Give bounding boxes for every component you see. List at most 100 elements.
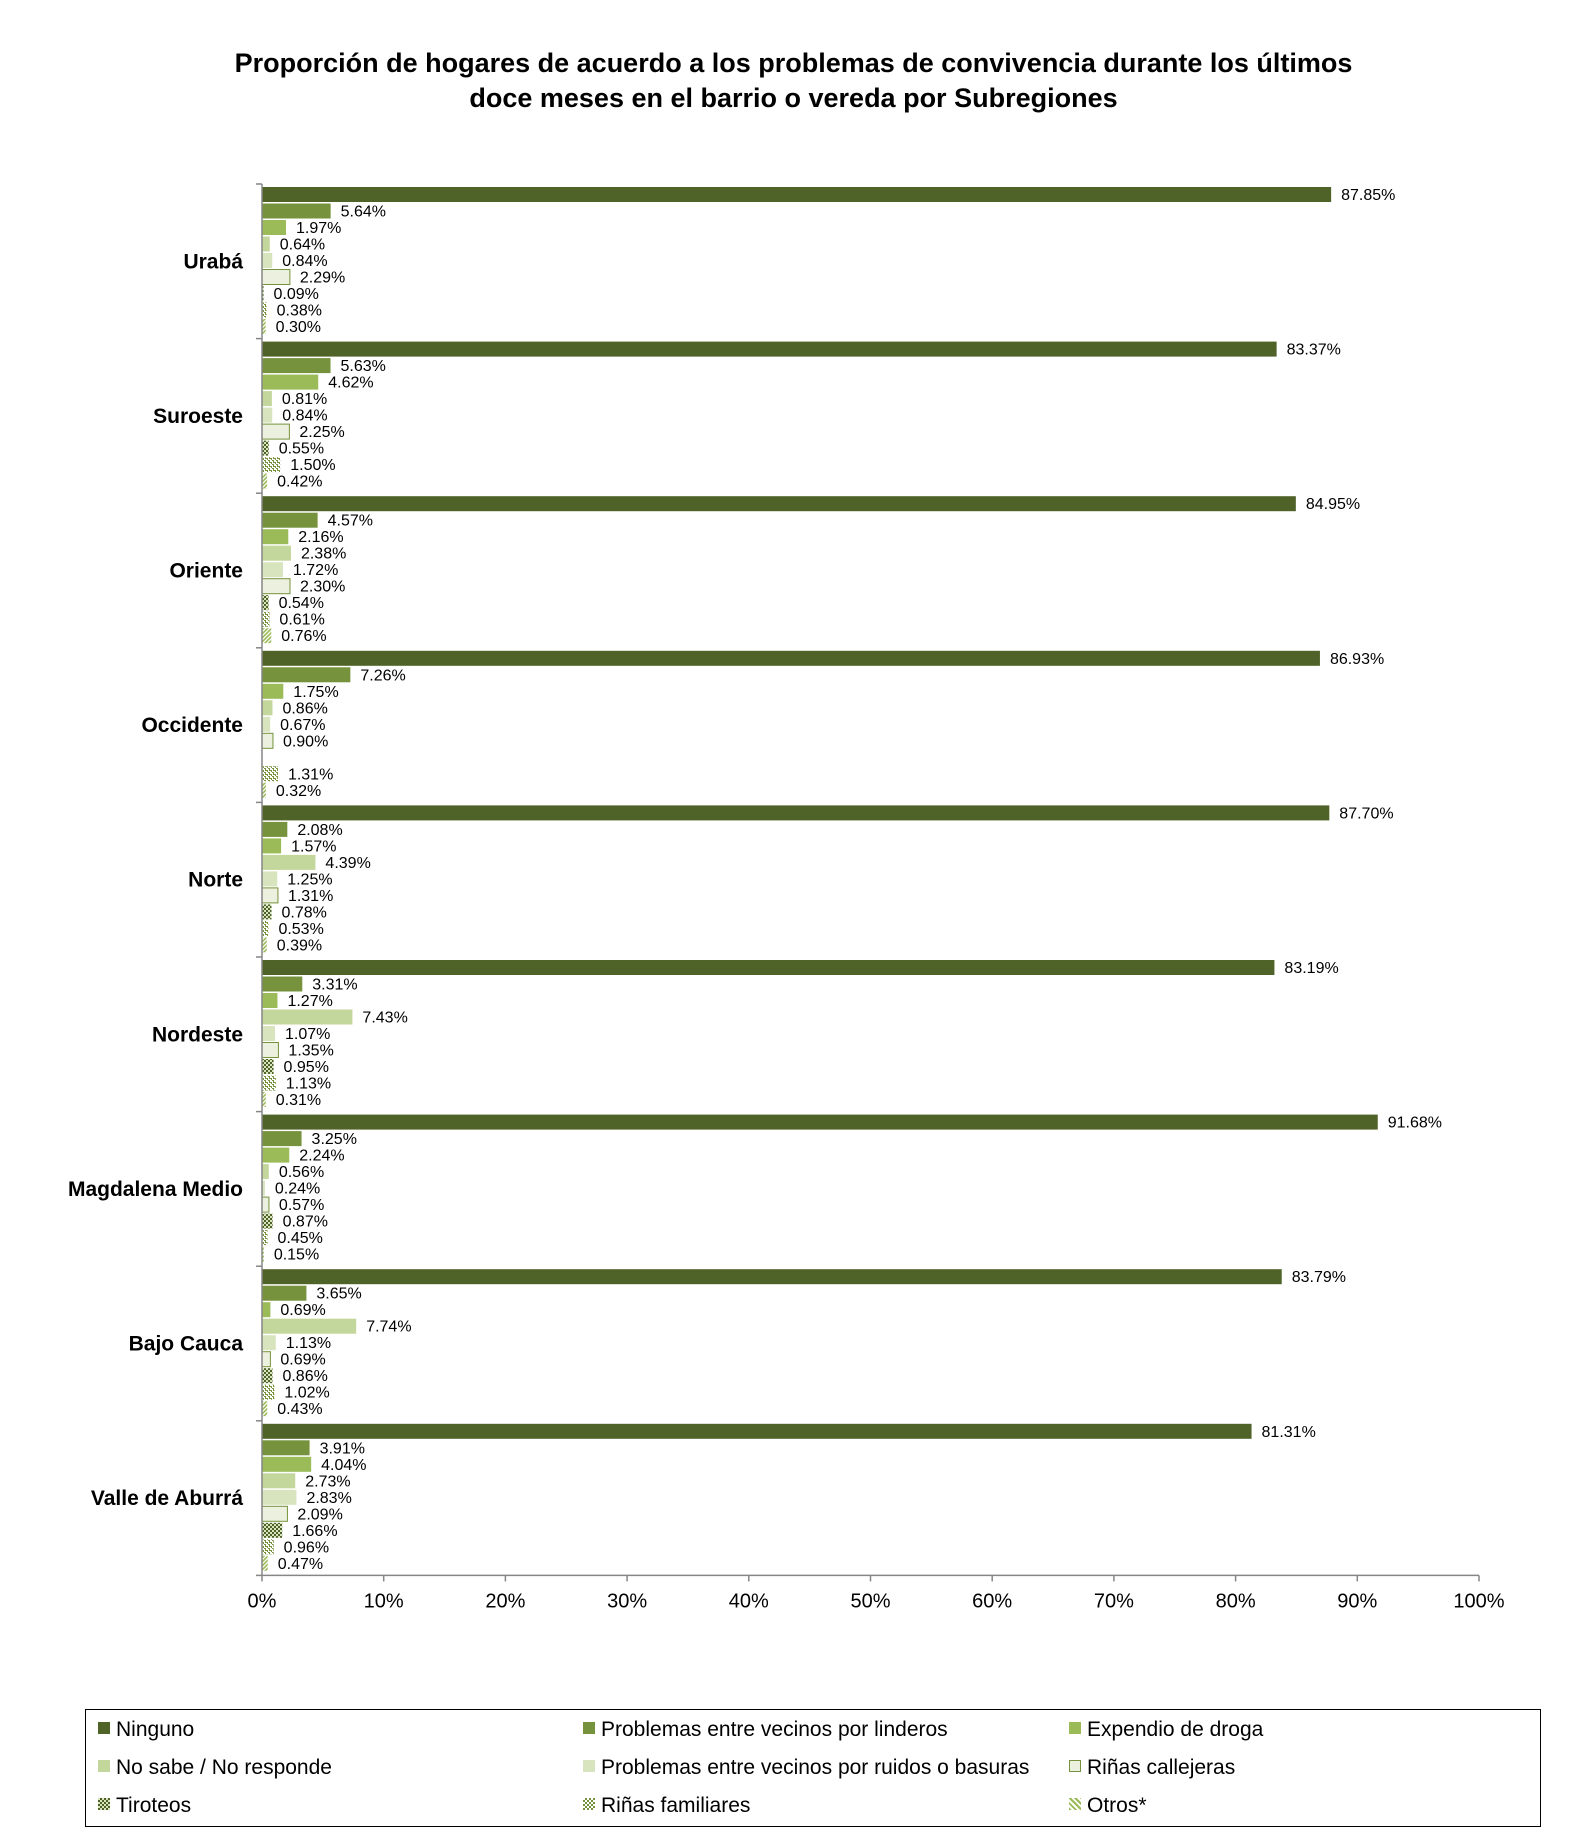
chart-title-line-1: Proporción de hogares de acuerdo a los p… [234, 48, 1353, 78]
bar [262, 407, 273, 423]
bar [261, 1351, 271, 1368]
category-label: Bajo Cauca [129, 1333, 244, 1356]
data-label: 0.45% [277, 1230, 322, 1247]
bar [262, 187, 1332, 202]
bar [262, 1246, 264, 1262]
data-label: 1.25% [287, 871, 332, 888]
bar [262, 838, 282, 854]
legend-item: No sabe / No responde [98, 1756, 332, 1780]
bar [262, 904, 272, 920]
bar [262, 1114, 1378, 1130]
category-label: Nordeste [152, 1023, 243, 1046]
data-label: 0.69% [280, 1352, 325, 1369]
data-label: 87.85% [1341, 187, 1395, 204]
bar [262, 805, 1330, 821]
x-tick-label: 20% [485, 1590, 525, 1612]
bar [262, 1440, 310, 1456]
bar [261, 1196, 270, 1213]
x-tick-label: 30% [607, 1590, 647, 1612]
bar [262, 440, 269, 456]
data-label: 91.68% [1388, 1115, 1442, 1132]
bar-group: Bajo Cauca83.79%3.65%0.69%7.74%1.13%0.69… [129, 1269, 1346, 1418]
bar [262, 545, 291, 561]
bar [261, 578, 291, 595]
data-label: 0.55% [279, 441, 324, 458]
x-tick-label: 70% [1094, 1590, 1134, 1612]
legend-swatch [1069, 1798, 1081, 1811]
bar [262, 496, 1296, 512]
legend-swatch [98, 1722, 110, 1735]
bar [262, 1131, 302, 1147]
data-label: 5.63% [341, 358, 386, 375]
bar [262, 1473, 296, 1489]
axis-layer: 0% 10% 20% 30% 40% 50% 60% 70% 80% 90% 100% [248, 183, 1505, 1612]
legend-item: Riñas callejeras [1069, 1756, 1235, 1780]
data-label: 0.39% [277, 937, 322, 954]
data-label: 0.15% [274, 1247, 319, 1264]
data-label: 0.86% [282, 700, 327, 717]
bar [262, 871, 278, 887]
data-label: 0.54% [279, 595, 324, 612]
bar [262, 854, 316, 870]
data-label: 1.27% [287, 993, 332, 1010]
data-label: 2.16% [298, 529, 343, 546]
data-label: 2.29% [300, 270, 345, 287]
bar [262, 512, 318, 528]
data-label: 0.95% [284, 1059, 329, 1076]
legend-swatch [1069, 1760, 1081, 1773]
data-label: 0.64% [280, 237, 325, 254]
legend-item: Riñas familiares [583, 1794, 750, 1818]
legend-item: Otros* [1069, 1794, 1147, 1818]
bar [262, 358, 331, 374]
data-label: 2.09% [297, 1506, 342, 1523]
data-label: 0.69% [280, 1302, 325, 1319]
x-tick-label: 40% [729, 1590, 769, 1612]
data-label: 5.64% [341, 204, 386, 221]
bar [262, 562, 283, 578]
data-label: 2.73% [305, 1473, 350, 1490]
data-label: 2.30% [300, 579, 345, 596]
bar [262, 1230, 268, 1246]
bar-group: Magdalena Medio 91.68% 3.25%2.24%0.56%0.24… [68, 1114, 1442, 1264]
data-label: 0.67% [280, 717, 325, 734]
bar-group: Urabá 87.85% 5.64%1.97%0.64%0.84%2.29%0.09… [183, 187, 1395, 336]
data-label: 0.87% [283, 1214, 328, 1231]
data-label: 0.30% [276, 319, 321, 336]
bar [262, 993, 278, 1008]
data-label: 1.75% [293, 684, 338, 701]
bar-group: Nordeste83.19%3.31%1.27%7.43%1.07%1.35%0… [152, 960, 1339, 1109]
bar [262, 1213, 273, 1229]
bar [262, 1384, 275, 1400]
data-label: 0.32% [276, 783, 321, 800]
category-label: Occidente [141, 714, 243, 737]
bar [262, 1318, 357, 1334]
data-label: 3.65% [316, 1286, 361, 1303]
bar [262, 374, 319, 390]
bar [262, 319, 266, 334]
data-label: 83.79% [1292, 1269, 1346, 1286]
bar [262, 203, 331, 219]
bar [262, 960, 1275, 975]
bar [261, 269, 291, 285]
bar [262, 220, 286, 235]
legend-swatch [583, 1798, 595, 1811]
data-label: 4.62% [328, 375, 373, 392]
data-label: 7.74% [366, 1319, 411, 1336]
data-label: 2.25% [299, 424, 344, 441]
data-label: 2.24% [299, 1148, 344, 1165]
bar [262, 1026, 276, 1041]
bar [262, 766, 278, 782]
data-label: 1.97% [296, 220, 341, 237]
x-tick-label: 60% [972, 1590, 1012, 1612]
legend-label: No sabe / No responde [116, 1756, 332, 1779]
data-label: 1.35% [288, 1043, 333, 1060]
bar-group: Valle de Aburrá 81.31% 3.91%4.04%2.73%2.83… [91, 1423, 1316, 1573]
data-label: 0.09% [274, 286, 319, 303]
data-label: 0.38% [277, 303, 322, 320]
bar [262, 937, 267, 953]
x-tick-label: 50% [850, 1590, 890, 1612]
legend-swatch [583, 1722, 595, 1735]
legend-item: Problemas entre vecinos por ruidos o bas… [583, 1756, 1029, 1780]
data-label: 1.72% [293, 562, 338, 579]
category-label: Norte [188, 869, 243, 892]
